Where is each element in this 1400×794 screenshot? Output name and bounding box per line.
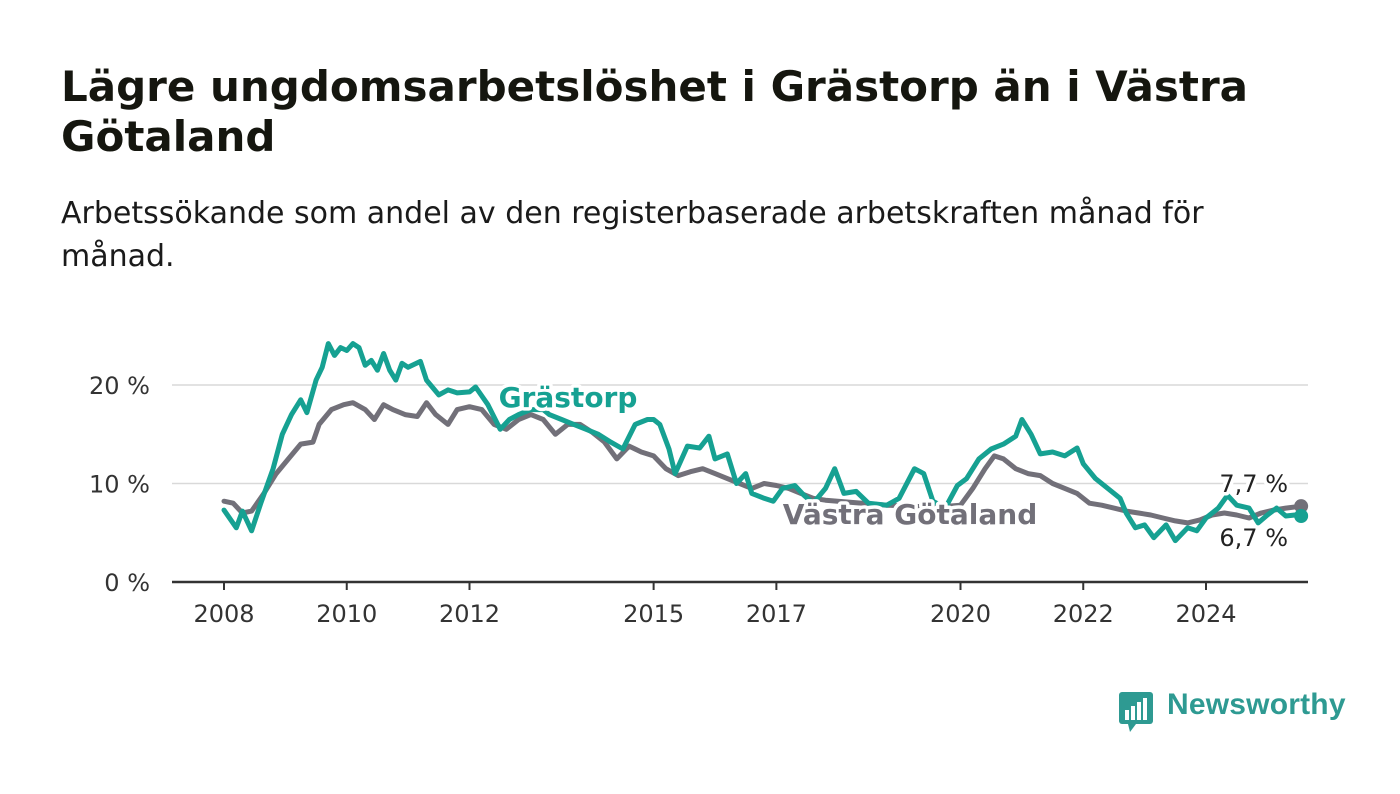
series-line-grastorp (221, 341, 1304, 544)
chart-icon (1119, 692, 1153, 732)
end-label-vastra-gotaland-halo: 7,7 % (1219, 470, 1288, 498)
x-tick-label: 2015 (623, 600, 684, 628)
x-tick-label: 2012 (439, 600, 500, 628)
x-tick-label: 2024 (1175, 600, 1236, 628)
x-tick-label: 2010 (316, 600, 377, 628)
series-lines (221, 341, 1309, 544)
x-tick-label: 2017 (746, 600, 807, 628)
end-point-vastra-gotaland (1294, 499, 1309, 514)
chart-subtitle: Arbetssökande som andel av den registerb… (61, 196, 1204, 274)
y-tick-label: 0 % (104, 569, 150, 597)
series-label-vastra-gotaland-halo: Västra Götaland (783, 498, 1038, 531)
series-label-grastorp-halo: Grästorp (499, 381, 638, 414)
newsworthy-logo (1119, 692, 1153, 732)
x-tick-label: 2022 (1053, 600, 1114, 628)
end-label-vastra-gotaland: 7,7 % (1219, 470, 1288, 498)
x-tick-label: 2008 (193, 600, 254, 628)
brand-name: Newsworthy (1167, 688, 1346, 721)
end-label-grastorp: 6,7 % (1219, 524, 1288, 552)
end-label-grastorp-halo: 6,7 % (1219, 524, 1288, 552)
x-tick-label: 2020 (930, 600, 991, 628)
y-axis: 0 % 10 % 20 % (89, 372, 150, 597)
series-label-vastra-gotaland: Västra Götaland (783, 498, 1038, 531)
y-tick-label: 10 % (89, 471, 150, 499)
gridlines (172, 384, 1308, 485)
y-tick-label: 20 % (89, 372, 150, 400)
chart-title: Lägre ungdomsarbetslöshet i Grästorp än … (61, 62, 1248, 161)
x-axis: 2008 2010 2012 2015 2017 2020 2022 2024 (172, 580, 1308, 628)
series-label-grastorp: Grästorp (499, 381, 638, 414)
end-point-grastorp (1294, 509, 1309, 524)
series-line-vastra-gotaland (221, 400, 1304, 526)
